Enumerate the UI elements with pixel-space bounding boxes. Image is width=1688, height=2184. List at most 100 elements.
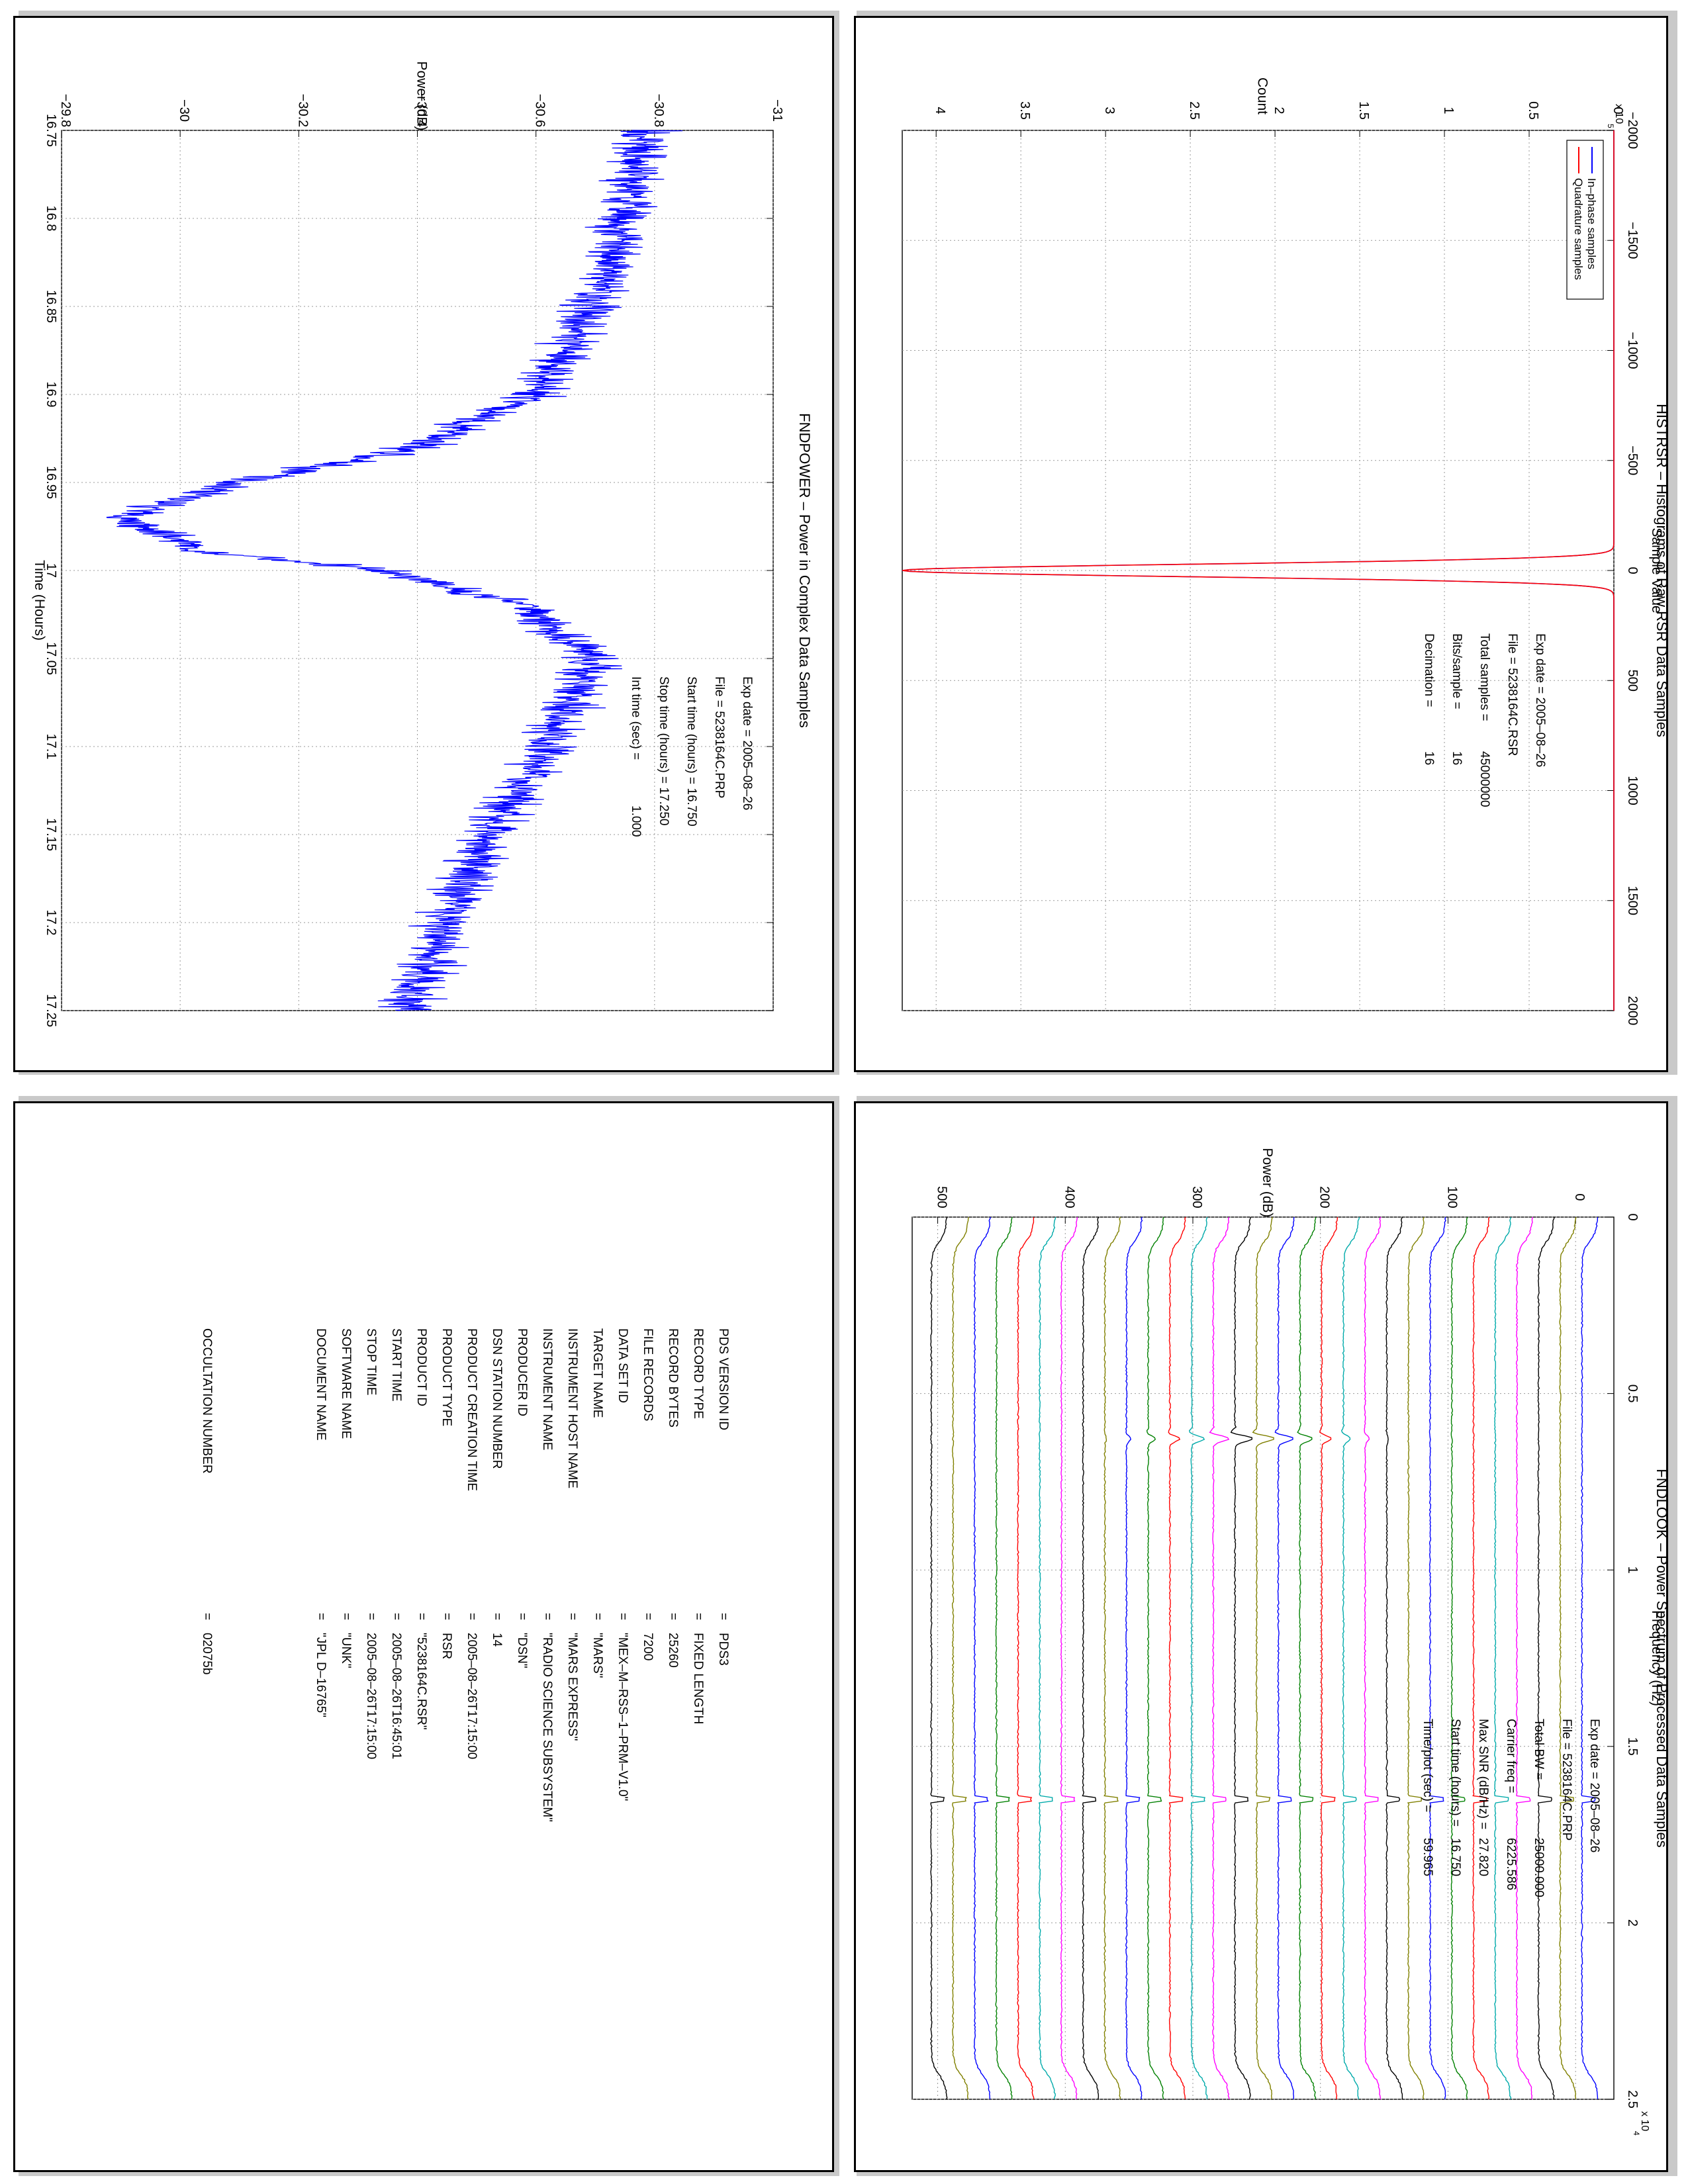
histrsr-y-tick-label: 4 [933,107,947,114]
fndlook-series-trace [1472,1216,1490,2100]
pds-key: INSTRUMENT HOST NAME [565,1328,579,1489]
pds-value: 25260 [666,1633,680,1668]
fndlook-series-trace [995,1216,1013,2100]
histrsr-y-tick-label: 1 [1441,107,1456,114]
fndpower-x-tick-label: 16.75 [44,114,58,147]
fndlook-info-value: 25000.000 [1532,1838,1546,1897]
histrsr-info-value: 45000000 [1477,751,1491,807]
histrsr-info-label: File = 5238164C.RSR [1505,633,1519,756]
pds-key: STOP TIME [364,1328,378,1396]
pds-value: 2005–08–26T17:15:00 [465,1633,479,1760]
fndlook-series-trace [1209,1216,1230,2099]
pds-value: "MARS EXPRESS" [565,1633,579,1741]
fndlook-series-trace [1082,1216,1100,2100]
fndlook-x-tick-label: 2.5 [1625,2090,1640,2109]
fndlook-info-label: Total BW = [1532,1719,1546,1780]
pds-equals: = [314,1613,328,1621]
fndpower-y-tick-label: −30.6 [533,94,547,128]
pds-equals: = [565,1613,579,1621]
fndlook-series-trace [1168,1216,1186,2100]
pds-occultation-key: OCCULTATION NUMBER [200,1328,214,1474]
pds-equals: = [465,1613,479,1621]
pds-value: "MEX–M–RSS–1–PRM–V1.0" [616,1633,630,1801]
pds-equals: = [490,1613,504,1621]
fndpower-y-tick-label: −30.2 [295,94,310,128]
fndlook-series-trace [1146,1216,1165,2100]
fndlook-info-label: Max SNR (dB/Hz) = [1476,1719,1490,1829]
pds-value: "RADIO SCIENCE SUBSYSTEM" [540,1633,554,1822]
fndlook-y-tick-label: 300 [1190,1186,1204,1208]
fndlook-x-tick-label: 0.5 [1625,1385,1640,1403]
fndlook-info-label: File = 5238164C.PRP [1560,1719,1573,1841]
histrsr-info-value: 16 [1450,751,1464,765]
fndlook-x-tick-label: 1.5 [1625,1737,1640,1756]
fndlook-series-trace [1515,1216,1534,2100]
histrsr-x-tick-label: −1500 [1625,222,1640,259]
fndlook-series-trace [1125,1216,1143,2100]
histrsr-x-axis-label: Sample Value [1649,527,1664,613]
histrsr-legend-label: In–phase samples [1585,178,1598,269]
fndpower-page: 16.75 16.8 16.85 16.9 16.95 17 17.05 17.1 17.15 1… [13,16,834,1072]
fndpower-x-tick-label: 17.25 [44,994,58,1027]
histrsr-y-tick-label: 0 [1611,107,1625,114]
fndlook-title: FNDLOOK – Power Spectrum of Processed Da… [1654,1469,1668,1847]
histrsr-x-tick-label: 1000 [1625,776,1640,805]
histrsr-y-tick-label: 3.5 [1017,101,1032,120]
pds-key: SOFTWARE NAME [339,1328,353,1439]
fndlook-x-exponent: x 10 [1639,2111,1650,2131]
fndlook-y-axis-label: Power (dB) [1260,1148,1275,1217]
fndlook-info-value: 27.820 [1476,1838,1490,1876]
fndpower-x-tick-label: 17.05 [44,642,58,675]
pds-equals: = [414,1613,428,1621]
histrsr-y-exponent: x 10 [1613,104,1624,124]
fndpower-x-tick-label: 16.9 [44,382,58,408]
fndlook-series-trace [1559,1216,1577,2100]
fndpower-x-axis-label: Time (Hours) [32,560,47,641]
fndlook-x-tick-label: 2 [1625,1919,1640,1927]
histrsr-y-tick-label: 2 [1272,107,1286,114]
fndlook-series-trace [1385,1216,1403,2100]
pds-key: PRODUCT ID [414,1328,428,1406]
fndlook-series-trace [1429,1216,1446,2100]
fndpower-title: FNDPOWER – Power in Complex Data Samples [796,413,813,728]
pds-value: RSR [440,1633,453,1660]
histrsr-y-exponent-power: 5 [1606,124,1615,128]
pds-value: 14 [490,1633,504,1647]
fndlook-series-trace [1407,1216,1425,2100]
fndlook-info-label: Start time (hours) = [1448,1719,1462,1827]
fndpower-x-tick-label: 16.8 [44,206,58,232]
fndlook-y-tick-label: 500 [935,1186,949,1208]
pds-equals: = [440,1613,453,1621]
pds-equals: = [540,1613,554,1621]
pds-value: 2005–08–26T17:15:00 [364,1633,378,1760]
fndpower-x-tick-label: 17.2 [44,910,58,936]
fndpower-y-tick-label: −30.4 [414,94,429,128]
fndlook-x-exponent-power: 4 [1632,2131,1641,2136]
histrsr-x-tick-label: 500 [1625,670,1640,692]
histrsr-chart: −2000 −1500 −1000 −500 0 500 1000 1500 2000 0 0.5 1… [902,77,1666,1025]
pds-equals: = [515,1613,529,1621]
histrsr-x-tick-label: −500 [1625,445,1640,475]
fndlook-series-trace [1340,1216,1360,2100]
fndlook-page: 0 0.5 1 1.5 2 2.5 0 100 200 300 400 500 FNDLOOK – Po… [854,1101,1668,2172]
fndpower-info-label: Start time (hours) = 16.750 [684,676,698,827]
fndlook-info-label: Time/plot (sec) = [1421,1719,1434,1812]
pds-key: DATA SET ID [616,1328,630,1403]
fndpower-y-axis-label: Power (dB) [414,61,430,130]
fndlook-series-trace [1274,1216,1295,2100]
pds-key: PRODUCER ID [515,1328,529,1417]
pds-key: TARGET NAME [590,1328,604,1418]
fndlook-info-label: Exp date = 2005–08–26 [1587,1719,1601,1852]
fndlook-info-label: Carrier freq = [1504,1719,1518,1793]
fndlook-series-trace [1017,1216,1035,2100]
fndlook-series-trace [951,1216,970,2100]
histrsr-y-tick-label: 0.5 [1526,101,1540,120]
fndlook-info-value: 59.965 [1421,1838,1434,1876]
fndlook-series-trace [1297,1216,1317,2100]
fndlook-x-tick-label: 1 [1625,1567,1640,1574]
pds-key: START TIME [389,1328,403,1402]
fndpower-y-tick-label: −31 [770,99,784,122]
pds-value: FIXED LENGTH [691,1633,705,1725]
histrsr-x-tick-label: −1000 [1625,332,1640,369]
fndlook-series-trace [1364,1216,1382,2100]
